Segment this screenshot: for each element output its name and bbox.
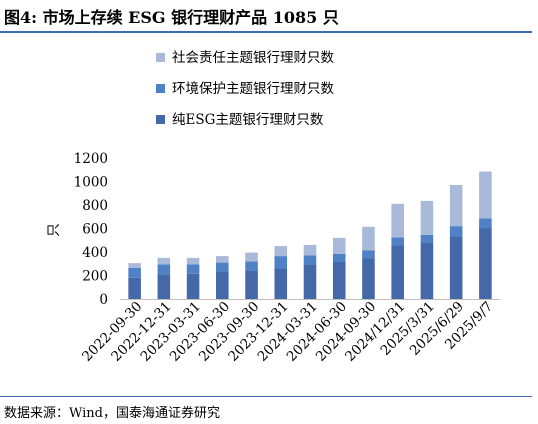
bar-11-series-2 [449,185,463,227]
bar-4-series-0 [245,270,258,299]
bar-11-series-1 [449,226,463,237]
chart-title: 图4: 市场上存续 ESG 银行理财产品 1085 只 [4,8,339,27]
legend-label-1: 环境保护主题银行理财只数 [172,81,334,97]
bars [128,171,492,299]
y-tick-label-1: 200 [82,269,108,285]
title-underline [0,31,532,33]
y-axis-label: 只 [46,223,62,237]
bar-10-series-2 [420,200,434,235]
bar-10-series-0 [420,242,434,299]
bar-0-series-0 [128,277,141,299]
bar-8-series-0 [362,258,375,299]
y-tick-label-4: 800 [82,198,108,214]
bar-7-series-1 [332,253,346,262]
source-note: 数据来源：Wind，国泰海通证券研究 [4,406,220,421]
y-tick-label-0: 0 [99,292,108,308]
bar-9-series-1 [391,237,404,246]
source-divider [0,396,532,397]
legend-label-2: 纯ESG主题银行理财只数 [172,112,324,128]
legend-label-0: 社会责任主题银行理财只数 [172,50,334,66]
bar-0-series-2 [128,263,141,268]
bar-3-series-2 [216,256,229,263]
bar-6-series-0 [303,264,317,299]
x-axis: 2022-09-302022-12-312023-03-312023-06-30… [79,299,500,365]
bar-10-series-1 [420,234,434,243]
bar-4-series-2 [245,252,258,262]
bar-7-series-0 [332,261,346,299]
bar-6-series-1 [303,255,317,265]
bar-5-series-0 [274,268,288,299]
bar-11-series-0 [449,236,463,299]
bar-12-series-1 [479,218,492,229]
legend-swatch-0 [156,53,165,62]
bar-5-series-1 [274,256,288,269]
bar-1-series-1 [157,264,171,275]
bar-5-series-2 [274,246,288,257]
bar-4-series-1 [245,261,258,271]
bar-3-series-0 [216,271,229,299]
legend-swatch-2 [156,115,165,124]
bar-0-series-1 [128,267,141,278]
bar-2-series-0 [186,273,200,299]
bar-9-series-2 [391,203,404,238]
bar-9-series-0 [391,245,404,299]
y-axis: 0 200 400 600 800 1000 1200 只 [46,151,108,308]
y-tick-label-2: 400 [82,245,108,261]
bar-3-series-1 [216,262,229,272]
y-tick-label-3: 600 [82,222,108,238]
bar-2-series-1 [186,264,200,274]
bar-7-series-2 [332,237,346,254]
y-tick-label-5: 1000 [74,175,108,191]
y-tick-label-6: 1200 [74,151,108,167]
legend-swatch-1 [156,84,165,93]
bar-12-series-2 [479,171,492,219]
bar-2-series-2 [186,257,200,265]
bar-6-series-2 [303,244,317,256]
bar-12-series-0 [479,228,492,299]
bar-8-series-2 [362,226,375,251]
bar-1-series-0 [157,274,171,299]
bar-1-series-2 [157,257,171,265]
bar-8-series-1 [362,250,375,259]
